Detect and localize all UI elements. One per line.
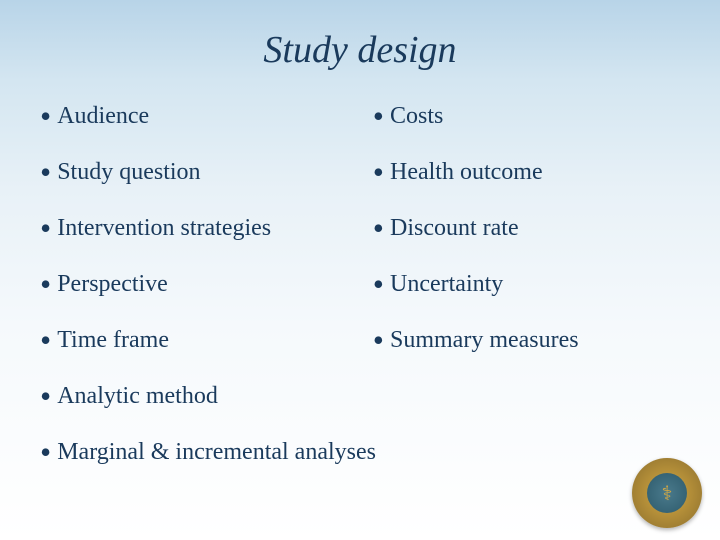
bullet-icon: •: [40, 274, 51, 294]
list-item-text: Summary measures: [390, 327, 579, 354]
right-column: • Costs • Health outcome • Discount rate…: [373, 102, 680, 382]
slide-title: Study design: [0, 0, 720, 72]
list-item: • Uncertainty: [373, 270, 680, 298]
bullet-icon: •: [373, 218, 384, 238]
logo-symbol-icon: ⚕: [662, 481, 673, 506]
list-item: • Costs: [373, 102, 680, 130]
list-item-text: Health outcome: [390, 159, 543, 186]
list-item-text: Marginal & incremental analyses: [57, 439, 376, 466]
list-item: • Study question: [40, 158, 373, 186]
list-item: • Audience: [40, 102, 373, 130]
bullet-icon: •: [40, 386, 51, 406]
list-item-text: Discount rate: [390, 215, 519, 242]
list-item-text: Uncertainty: [390, 271, 503, 298]
bullet-icon: •: [40, 218, 51, 238]
logo-inner-circle: ⚕: [647, 473, 687, 513]
list-item: • Analytic method: [40, 382, 680, 410]
bullet-icon: •: [373, 106, 384, 126]
left-column: • Audience • Study question • Interventi…: [40, 102, 373, 382]
bullet-icon: •: [373, 330, 384, 350]
bullet-columns: • Audience • Study question • Interventi…: [0, 72, 720, 382]
list-item: • Intervention strategies: [40, 214, 373, 242]
bullet-icon: •: [40, 442, 51, 462]
list-item-text: Intervention strategies: [57, 215, 271, 242]
bullet-icon: •: [40, 162, 51, 182]
bullet-icon: •: [40, 330, 51, 350]
list-item-text: Analytic method: [57, 383, 218, 410]
bullet-icon: •: [40, 106, 51, 126]
bullet-icon: •: [373, 274, 384, 294]
organization-logo: ⚕: [632, 458, 702, 528]
list-item: • Health outcome: [373, 158, 680, 186]
list-item: • Time frame: [40, 326, 373, 354]
list-item: • Discount rate: [373, 214, 680, 242]
logo-outer-ring: ⚕: [632, 458, 702, 528]
list-item: • Marginal & incremental analyses: [40, 438, 680, 466]
list-item-text: Perspective: [57, 271, 168, 298]
bullet-icon: •: [373, 162, 384, 182]
list-item-text: Time frame: [57, 327, 169, 354]
list-item-text: Study question: [57, 159, 200, 186]
list-item-text: Costs: [390, 103, 443, 130]
list-item: • Summary measures: [373, 326, 680, 354]
full-width-list: • Analytic method • Marginal & increment…: [0, 382, 720, 466]
list-item-text: Audience: [57, 103, 149, 130]
list-item: • Perspective: [40, 270, 373, 298]
